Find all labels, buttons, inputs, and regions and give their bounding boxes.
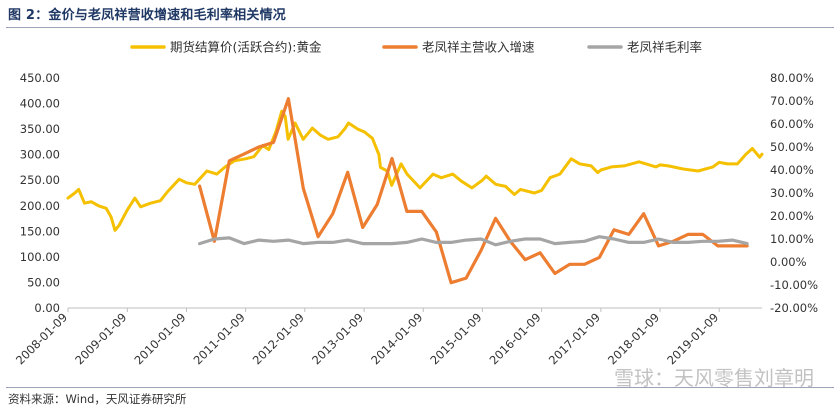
y-left-tick-label: 200.00 — [20, 199, 60, 213]
y-right-tick-label: 70.00% — [770, 94, 814, 108]
y-right-tick-label: 50.00% — [770, 140, 814, 154]
y-left-tick-label: 300.00 — [20, 148, 60, 162]
y-right-tick-label: 80.00% — [770, 71, 814, 85]
y-right-tick-label: 30.00% — [770, 186, 814, 200]
plot-area — [66, 97, 764, 285]
figure-title: 图 2：金价与老凤祥营收增速和毛利率相关情况 — [8, 8, 286, 23]
x-tick-label: 2013-01-09 — [309, 310, 366, 367]
series-line-3 — [198, 235, 749, 247]
y-left-tick-label: 450.00 — [20, 71, 60, 85]
title-divider — [6, 27, 834, 28]
x-tick-label: 2015-01-09 — [427, 310, 484, 367]
x-tick-label: 2008-01-09 — [13, 310, 70, 367]
x-tick-label: 2019-01-09 — [664, 310, 721, 367]
y-left-tick-label: 250.00 — [20, 173, 60, 187]
x-tick-label: 2018-01-09 — [605, 310, 662, 367]
y-right-tick-label: 10.00% — [770, 232, 814, 246]
axes: 0.00 50.00 100.00 150.00 200.00 250.00 300.00 3… — [13, 71, 818, 367]
source-note: 资料来源：Wind，天风证券研究所 — [8, 392, 187, 406]
y-right-tick-label: 20.00% — [770, 209, 814, 223]
x-tick-label: 2009-01-09 — [72, 310, 129, 367]
x-tick-label: 2014-01-09 — [368, 310, 425, 367]
x-tick-label: 2017-01-09 — [546, 310, 603, 367]
legend-label-2: 老凤祥主营收入增速 — [422, 40, 535, 55]
series-line-2 — [198, 97, 749, 285]
y-left-tick-label: 50.00 — [27, 275, 60, 289]
y-right-tick-label: -10.00% — [770, 278, 818, 292]
x-tick-label: 2010-01-09 — [131, 310, 188, 367]
y-right-tick-label: 60.00% — [770, 117, 814, 131]
x-tick-label: 2016-01-09 — [487, 310, 544, 367]
y-right-tick-label: 0.00% — [770, 255, 807, 269]
legend: 期货结算价(活跃合约):黄金 老凤祥主营收入增速 老凤祥毛利率 — [130, 40, 702, 55]
y-left-tick-label: 150.00 — [20, 224, 60, 238]
chart: 期货结算价(活跃合约):黄金 老凤祥主营收入增速 老凤祥毛利率 0.00 50.00 1… — [13, 40, 818, 368]
legend-label-3: 老凤祥毛利率 — [627, 40, 702, 55]
x-tick-label: 2012-01-09 — [250, 310, 307, 367]
series-line-1 — [66, 109, 764, 232]
source-divider — [6, 387, 834, 388]
y-left-tick-label: 400.00 — [20, 97, 60, 111]
y-left-tick-label: 0.00 — [34, 301, 60, 315]
y-right-tick-label: -20.00% — [770, 301, 818, 315]
x-tick-label: 2011-01-09 — [191, 310, 248, 367]
y-left-tick-label: 100.00 — [20, 250, 60, 264]
y-right-tick-label: 40.00% — [770, 163, 814, 177]
y-left-tick-label: 350.00 — [20, 122, 60, 136]
watermark: 雪球：天风零售刘章明 — [614, 366, 814, 390]
legend-label-1: 期货结算价(活跃合约):黄金 — [170, 40, 322, 55]
